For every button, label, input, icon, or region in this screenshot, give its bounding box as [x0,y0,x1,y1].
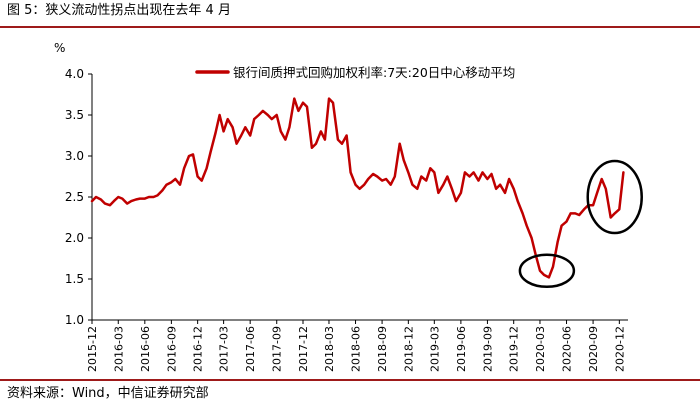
x-tick-label: 2016-03 [112,326,125,372]
x-tick-label: 2016-12 [192,326,205,372]
y-tick-label: 3.0 [65,149,84,163]
y-tick-label: 2.5 [65,190,84,204]
x-tick-label: 2020-06 [561,326,574,372]
x-tick-label: 2016-06 [139,326,152,372]
x-tick-label: 2020-12 [613,326,626,372]
highlight-circle [518,253,576,289]
y-tick-label: 3.5 [65,108,84,122]
x-tick-label: 2017-12 [297,326,310,372]
x-tick-label: 2018-09 [376,326,389,372]
x-tick-label: 2016-09 [165,326,178,372]
x-tick-label: 2018-12 [402,326,415,372]
y-axis-unit: % [54,41,65,55]
x-tick-label: 2017-06 [244,326,257,372]
chart-legend: 银行间质押式回购加权利率:7天:20日中心移动平均 [195,65,515,80]
source-note: 资料来源：Wind，中信证券研究部 [7,386,209,401]
x-tick-label: 2019-09 [481,326,494,372]
chart-axes: 1.0 1.5 2.0 2.5 3.0 3.5 4.0 2015-12 2016-03 2016-… [65,67,628,372]
y-tick-label: 4.0 [65,67,84,81]
title-divider [0,26,700,28]
y-tick-label: 1.5 [65,272,84,286]
legend-label: 银行间质押式回购加权利率:7天:20日中心移动平均 [233,65,515,80]
chart-annotations [518,159,643,289]
x-tick-label: 2015-12 [86,326,99,372]
highlight-circle [586,159,643,235]
chart-series [90,97,625,279]
source-divider [0,379,700,381]
x-tick-label: 2019-06 [455,326,468,372]
y-tick-label: 1.0 [65,313,84,327]
x-tick-label: 2020-03 [534,326,547,372]
x-tick-label: 2018-03 [323,326,336,372]
x-tick-label: 2017-09 [271,326,284,372]
series-line [90,97,625,279]
x-tick-label: 2017-03 [218,326,231,372]
x-tick-label: 2019-12 [508,326,521,372]
figure-title: 图 5：狭义流动性拐点出现在去年 4 月 [7,3,231,18]
x-tick-label: 2019-03 [428,326,441,372]
x-tick-label: 2018-06 [350,326,363,372]
y-tick-label: 2.0 [65,231,84,245]
x-tick-label: 2020-09 [587,326,600,372]
